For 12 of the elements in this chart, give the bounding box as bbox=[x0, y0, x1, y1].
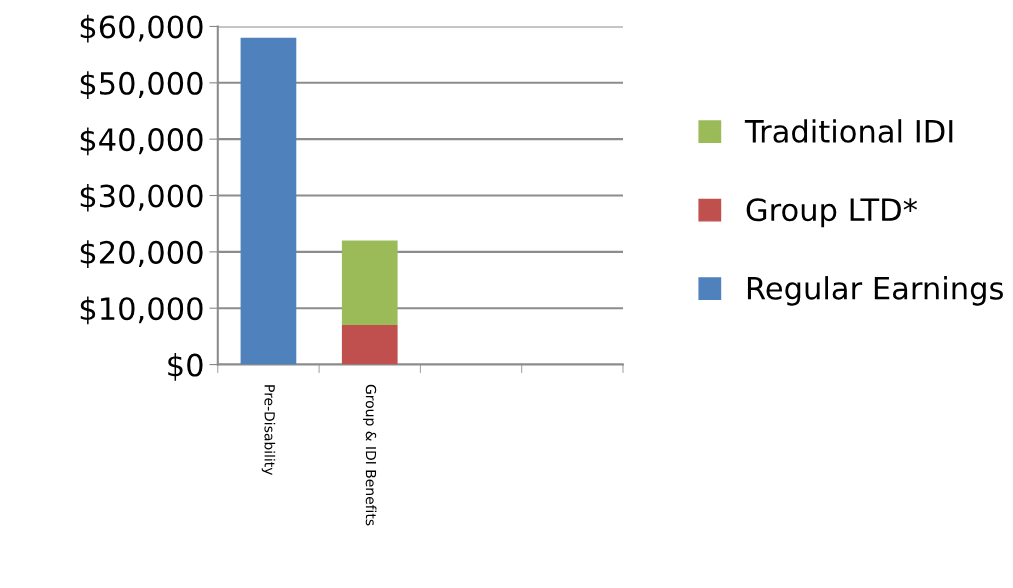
y-tick-label: $10,000 bbox=[80, 296, 203, 325]
x-tick-label: Group & IDI Benefits bbox=[363, 384, 377, 526]
x-tick-label: Pre-Disability bbox=[261, 385, 276, 476]
legend-label: Regular Earnings bbox=[747, 276, 1003, 306]
legend-label: Group LTD* bbox=[746, 198, 918, 228]
y-tick-label: $40,000 bbox=[80, 127, 203, 156]
y-tick-label: $20,000 bbox=[80, 240, 203, 268]
y-tick-label: $50,000 bbox=[80, 71, 203, 99]
y-tick-label: $30,000 bbox=[80, 183, 203, 212]
y-tick-label: $60,000 bbox=[80, 14, 203, 43]
legend-label: Traditional IDI bbox=[744, 119, 953, 143]
y-tick-label: $0 bbox=[168, 352, 203, 381]
